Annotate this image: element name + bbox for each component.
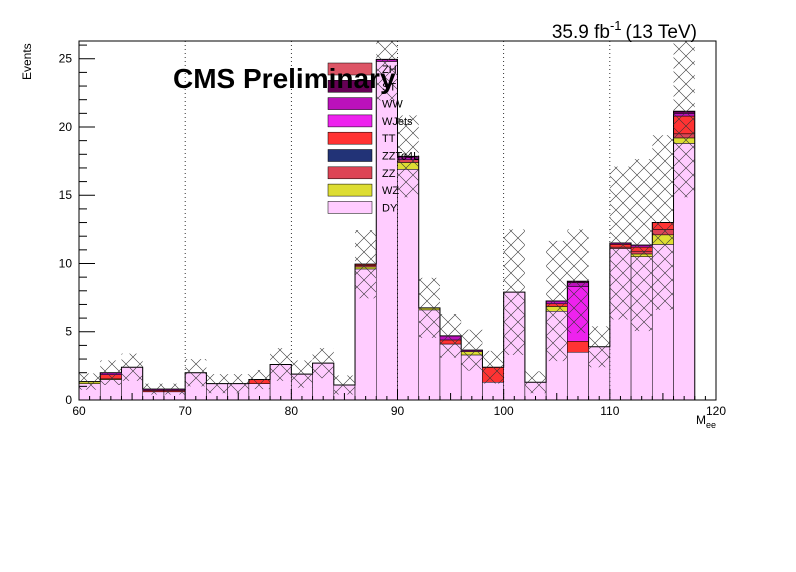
x-axis-title-sub: ee [706, 420, 716, 430]
legend-label-dy: DY [382, 202, 398, 214]
bar-dy-bin-15 [397, 169, 419, 401]
legend-label-zz: ZZ [382, 168, 396, 180]
uncertainty-band-bin-23 [567, 229, 589, 334]
legend-swatch-zh [327, 62, 373, 76]
cms-preliminary-label: CMS Preliminary [173, 63, 396, 94]
uncertainty-band-bin-18 [461, 329, 483, 371]
legend-label-wjets: WJets [382, 116, 413, 128]
legend-swatch-wz [327, 183, 373, 197]
uncertainty-band-bin-25 [609, 166, 632, 320]
y-tick-label-5: 5 [65, 325, 72, 339]
x-tick-label-120: 120 [706, 404, 726, 418]
legend-label-ww: WW [382, 99, 403, 111]
legend-label-zzto4l: ZZTo4L [382, 151, 419, 163]
uncertainty-band-bin-9 [270, 348, 292, 381]
legend-label-wz: WZ [382, 185, 399, 197]
uncertainty-band-bin-11 [312, 348, 334, 379]
x-tick-label-110: 110 [600, 404, 619, 418]
uncertainty-band-bin-14 [376, 41, 398, 101]
x-tick-label-60: 60 [72, 404, 86, 418]
uncertainty-band-bin-13 [355, 230, 377, 299]
y-tick-label-20: 20 [59, 120, 73, 134]
uncertainty-band-bin-2 [121, 353, 143, 381]
legend-swatch-tt [327, 131, 373, 145]
bar-tt-bin-23 [567, 341, 589, 353]
luminosity-label: 35.9 fb-1 (13 TeV) [552, 18, 697, 43]
uncertainty-band-bin-20 [503, 229, 525, 355]
uncertainty-band-bin-4 [163, 383, 186, 395]
uncertainty-band-bin-1 [100, 360, 122, 385]
uncertainty-band-bin-15 [397, 115, 419, 198]
uncertainty-band-bin-8 [248, 369, 271, 390]
y-tick-label-25: 25 [59, 52, 73, 66]
bar-dy-bin-14 [376, 61, 398, 401]
x-tick-label-100: 100 [494, 404, 514, 418]
legend-swatch-wjets [327, 114, 373, 128]
x-tick-label-90: 90 [391, 404, 405, 418]
legend-swatch-zzto4l [327, 149, 373, 162]
legend-label-tt: TT [382, 133, 396, 145]
uncertainty-band-bin-6 [206, 374, 228, 394]
y-tick-label-15: 15 [59, 188, 73, 202]
uncertainty-band-bin-12 [333, 375, 356, 395]
uncertainty-band-bin-24 [588, 326, 610, 368]
x-tick-label-80: 80 [285, 404, 299, 418]
uncertainty-band-bin-5 [185, 359, 207, 387]
uncertainty-band-bin-27 [652, 135, 674, 310]
uncertainty-band-bin-17 [439, 314, 462, 358]
uncertainty-band-bin-21 [524, 371, 547, 394]
uncertainty-band-bin-16 [418, 277, 440, 338]
legend-swatch-dy [327, 201, 373, 214]
legend-swatch-st [327, 80, 373, 93]
x-axis-title-main: M [696, 413, 706, 427]
legend-swatch-zz [327, 166, 373, 180]
uncertainty-band-bin-19 [482, 350, 504, 384]
y-tick-label-0: 0 [65, 393, 72, 407]
uncertainty-band-bin-26 [631, 159, 653, 332]
uncertainty-band-bin-28 [673, 41, 695, 198]
lumi-energy: (13 TeV) [626, 22, 697, 43]
legend-label-st: ST [382, 81, 396, 93]
legend-label-zh: ZH [382, 64, 397, 76]
uncertainty-band-bin-10 [291, 360, 313, 388]
uncertainty-band-bin-22 [546, 240, 568, 362]
lumi-value: 35.9 fb [552, 22, 610, 43]
bar-dy-bin-23 [567, 351, 589, 401]
uncertainty-band-bin-7 [227, 374, 249, 394]
x-axis-title: Mee [696, 413, 716, 430]
x-tick-label-70: 70 [178, 404, 192, 418]
legend-swatch-ww [327, 97, 373, 110]
uncertainty-band-bin-3 [142, 383, 164, 395]
y-axis-title: Events [20, 43, 34, 80]
lumi-exponent: -1 [610, 18, 622, 33]
uncertainty-band-bin-0 [79, 373, 101, 390]
y-tick-label-10: 10 [59, 256, 73, 270]
